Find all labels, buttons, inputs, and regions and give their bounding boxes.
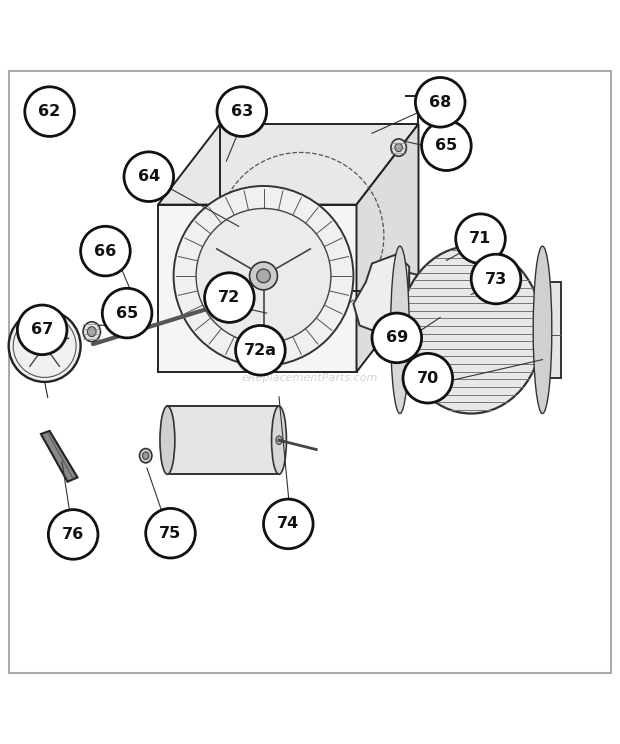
Text: 63: 63 (231, 104, 253, 119)
Ellipse shape (38, 340, 51, 352)
Circle shape (81, 226, 130, 276)
Text: 66: 66 (94, 243, 117, 259)
Circle shape (124, 152, 174, 202)
Ellipse shape (395, 144, 402, 152)
Ellipse shape (143, 452, 149, 460)
Ellipse shape (391, 246, 409, 414)
Circle shape (264, 499, 313, 549)
Text: 65: 65 (116, 306, 138, 321)
Ellipse shape (83, 321, 100, 341)
Circle shape (456, 214, 505, 263)
Polygon shape (41, 431, 78, 482)
Polygon shape (158, 124, 418, 205)
Circle shape (236, 325, 285, 375)
Ellipse shape (533, 246, 552, 414)
Text: 74: 74 (277, 516, 299, 531)
Polygon shape (542, 282, 561, 378)
Text: 72: 72 (218, 290, 241, 305)
Circle shape (403, 353, 453, 403)
Text: 64: 64 (138, 169, 160, 185)
Text: 72a: 72a (244, 343, 277, 358)
Text: 62: 62 (38, 104, 61, 119)
Circle shape (205, 273, 254, 322)
Ellipse shape (87, 327, 96, 336)
Circle shape (17, 305, 67, 355)
Polygon shape (158, 205, 356, 372)
Text: 70: 70 (417, 371, 439, 385)
Ellipse shape (257, 269, 270, 283)
Text: 65: 65 (435, 138, 458, 153)
Ellipse shape (400, 246, 542, 414)
Circle shape (25, 87, 74, 136)
Text: 76: 76 (62, 527, 84, 542)
Ellipse shape (160, 406, 175, 475)
Text: 71: 71 (469, 231, 492, 246)
Ellipse shape (272, 406, 286, 475)
Ellipse shape (140, 449, 152, 463)
Ellipse shape (174, 186, 353, 366)
Circle shape (372, 313, 422, 363)
Circle shape (415, 77, 465, 127)
Circle shape (422, 121, 471, 170)
Text: 68: 68 (429, 94, 451, 110)
Polygon shape (356, 124, 419, 372)
Circle shape (102, 288, 152, 338)
Ellipse shape (249, 262, 278, 290)
Circle shape (146, 508, 195, 558)
FancyBboxPatch shape (167, 406, 279, 475)
Text: 75: 75 (159, 526, 182, 541)
Ellipse shape (196, 208, 331, 343)
Circle shape (217, 87, 267, 136)
Text: 67: 67 (31, 322, 53, 337)
Polygon shape (353, 254, 409, 335)
Text: 69: 69 (386, 330, 408, 345)
Ellipse shape (276, 436, 282, 444)
Text: eReplacementParts.com: eReplacementParts.com (242, 373, 378, 383)
Ellipse shape (391, 139, 407, 156)
Text: 73: 73 (485, 272, 507, 286)
Polygon shape (409, 273, 446, 301)
Ellipse shape (9, 310, 81, 382)
Circle shape (48, 510, 98, 559)
Circle shape (471, 254, 521, 304)
